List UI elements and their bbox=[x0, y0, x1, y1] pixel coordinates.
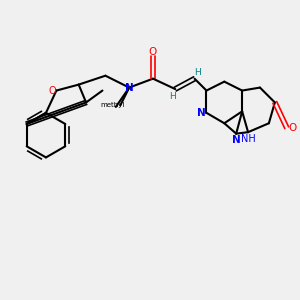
Text: NH: NH bbox=[241, 134, 256, 144]
Text: O: O bbox=[49, 85, 57, 96]
Text: H: H bbox=[169, 92, 176, 101]
Text: O: O bbox=[288, 123, 296, 133]
Text: methyl: methyl bbox=[101, 102, 125, 108]
Text: N: N bbox=[125, 82, 134, 93]
Text: N: N bbox=[232, 135, 241, 145]
Text: O: O bbox=[149, 47, 157, 57]
Text: H: H bbox=[194, 68, 201, 77]
Text: N: N bbox=[197, 108, 206, 118]
